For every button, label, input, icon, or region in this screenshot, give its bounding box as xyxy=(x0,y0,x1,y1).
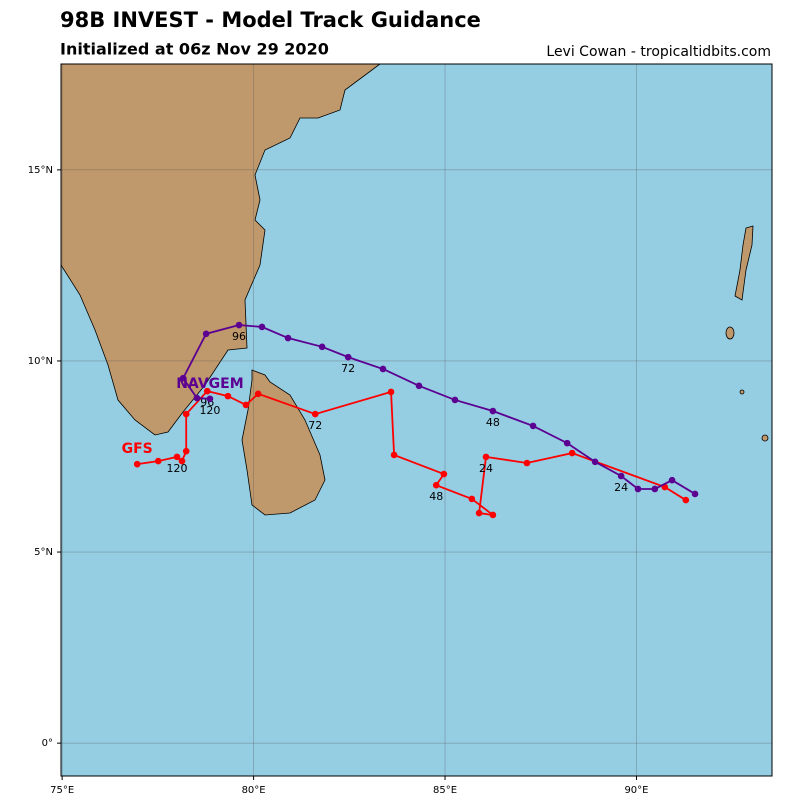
y-tick-label: 10°N xyxy=(28,356,53,367)
y-tick-label: 15°N xyxy=(28,165,53,176)
track-point xyxy=(318,343,326,351)
track-point xyxy=(235,321,243,329)
track-point xyxy=(206,395,214,403)
hour-label: 24 xyxy=(479,462,493,475)
plot-frame xyxy=(60,63,773,777)
hour-label: 48 xyxy=(429,490,443,503)
track-point xyxy=(173,453,181,461)
hour-label: 120 xyxy=(167,462,188,475)
hour-label: 120 xyxy=(199,404,220,417)
track-point xyxy=(591,458,599,466)
track-point xyxy=(387,388,395,396)
track-point xyxy=(563,439,571,447)
track-point xyxy=(634,485,642,493)
track-point xyxy=(193,394,201,402)
island xyxy=(725,326,735,340)
track-point xyxy=(390,451,398,459)
track-point xyxy=(617,472,625,480)
track-point xyxy=(468,495,476,503)
track-point xyxy=(154,457,162,465)
track-point xyxy=(311,410,319,418)
island xyxy=(739,389,745,395)
track-point xyxy=(651,485,659,493)
x-tick-label: 80°E xyxy=(242,785,266,796)
track-point xyxy=(415,382,423,390)
track-point xyxy=(451,396,459,404)
track-point xyxy=(440,470,448,478)
track-point xyxy=(182,410,190,418)
track-point xyxy=(202,330,210,338)
track-point xyxy=(344,353,352,361)
track-point xyxy=(682,496,690,504)
hour-label: 96 xyxy=(232,330,246,343)
track-point xyxy=(242,401,250,409)
model-name: NAVGEM xyxy=(176,376,243,392)
track-point xyxy=(482,453,490,461)
track-point xyxy=(523,459,531,467)
island xyxy=(761,434,769,442)
track-point xyxy=(203,387,211,395)
track-point xyxy=(178,457,186,465)
chart-subtitle: Initialized at 06z Nov 29 2020 xyxy=(60,40,329,59)
sri-lanka xyxy=(241,369,326,516)
track-point xyxy=(284,334,292,342)
track-point xyxy=(691,490,699,498)
y-tick-label: 5°N xyxy=(34,547,53,558)
x-tick-label: 85°E xyxy=(433,785,457,796)
hour-label: 24 xyxy=(614,481,628,494)
track-point xyxy=(432,481,440,489)
india xyxy=(60,63,382,436)
track-point xyxy=(179,374,187,382)
track-point xyxy=(529,422,537,430)
hour-label: 72 xyxy=(341,362,355,375)
track-point xyxy=(254,390,262,398)
track-point xyxy=(568,449,576,457)
track-point xyxy=(475,509,483,517)
hour-label: 72 xyxy=(308,419,322,432)
track-point xyxy=(489,407,497,415)
model-name: GFS xyxy=(122,441,153,457)
track-point xyxy=(182,447,190,455)
y-tick-label: 0° xyxy=(42,738,53,749)
track-point xyxy=(668,476,676,484)
track-point xyxy=(489,511,497,519)
andaman-islands xyxy=(734,225,754,301)
x-tick-label: 90°E xyxy=(624,785,648,796)
track-point xyxy=(258,323,266,331)
track-point xyxy=(224,392,232,400)
x-tick-label: 75°E xyxy=(50,785,74,796)
hour-label: 48 xyxy=(486,416,500,429)
track-point xyxy=(133,460,141,468)
track-point xyxy=(379,365,387,373)
chart-title: 98B INVEST - Model Track Guidance xyxy=(60,8,481,32)
credit: Levi Cowan - tropicaltidbits.com xyxy=(546,44,771,60)
